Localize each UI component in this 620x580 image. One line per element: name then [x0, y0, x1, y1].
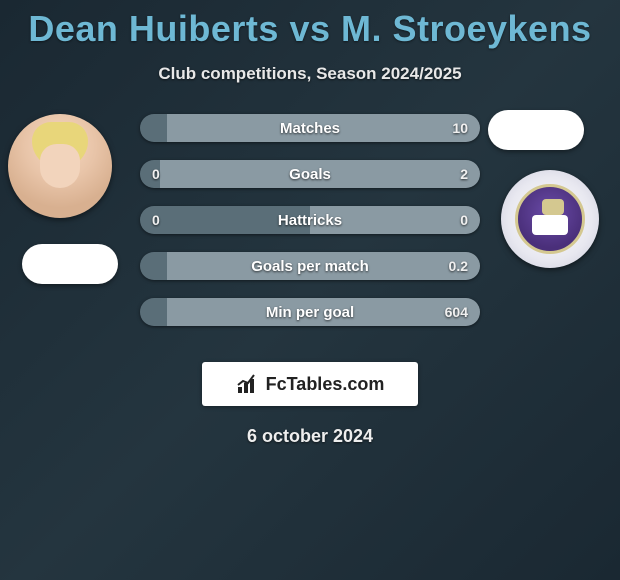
stat-row: Matches10	[140, 114, 480, 142]
crest-icon	[515, 184, 585, 254]
page-title: Dean Huiberts vs M. Stroeykens	[0, 0, 620, 50]
stat-value-right: 0	[460, 206, 468, 234]
stat-label: Hattricks	[140, 206, 480, 234]
stat-row: Goals per match0.2	[140, 252, 480, 280]
stat-label: Matches	[140, 114, 480, 142]
comparison-bars: Matches100Goals20Hattricks0Goals per mat…	[140, 114, 480, 344]
comparison-panel: Matches100Goals20Hattricks0Goals per mat…	[0, 114, 620, 354]
stat-row: 0Hattricks0	[140, 206, 480, 234]
chart-icon	[236, 373, 260, 395]
stat-label: Goals per match	[140, 252, 480, 280]
stat-row: Min per goal604	[140, 298, 480, 326]
player-left-photo	[8, 114, 112, 218]
site-logo: FcTables.com	[202, 362, 418, 406]
stat-label: Goals	[140, 160, 480, 188]
stat-value-right: 2	[460, 160, 468, 188]
player-right-crest	[501, 170, 599, 268]
stat-value-right: 604	[445, 298, 468, 326]
logo-text: FcTables.com	[266, 374, 385, 395]
player-left-club-badge	[22, 244, 118, 284]
stat-label: Min per goal	[140, 298, 480, 326]
stat-row: 0Goals2	[140, 160, 480, 188]
stat-value-right: 0.2	[449, 252, 468, 280]
date-label: 6 october 2024	[0, 426, 620, 447]
player-right-club-badge	[488, 110, 584, 150]
subtitle: Club competitions, Season 2024/2025	[0, 64, 620, 84]
stat-value-right: 10	[452, 114, 468, 142]
